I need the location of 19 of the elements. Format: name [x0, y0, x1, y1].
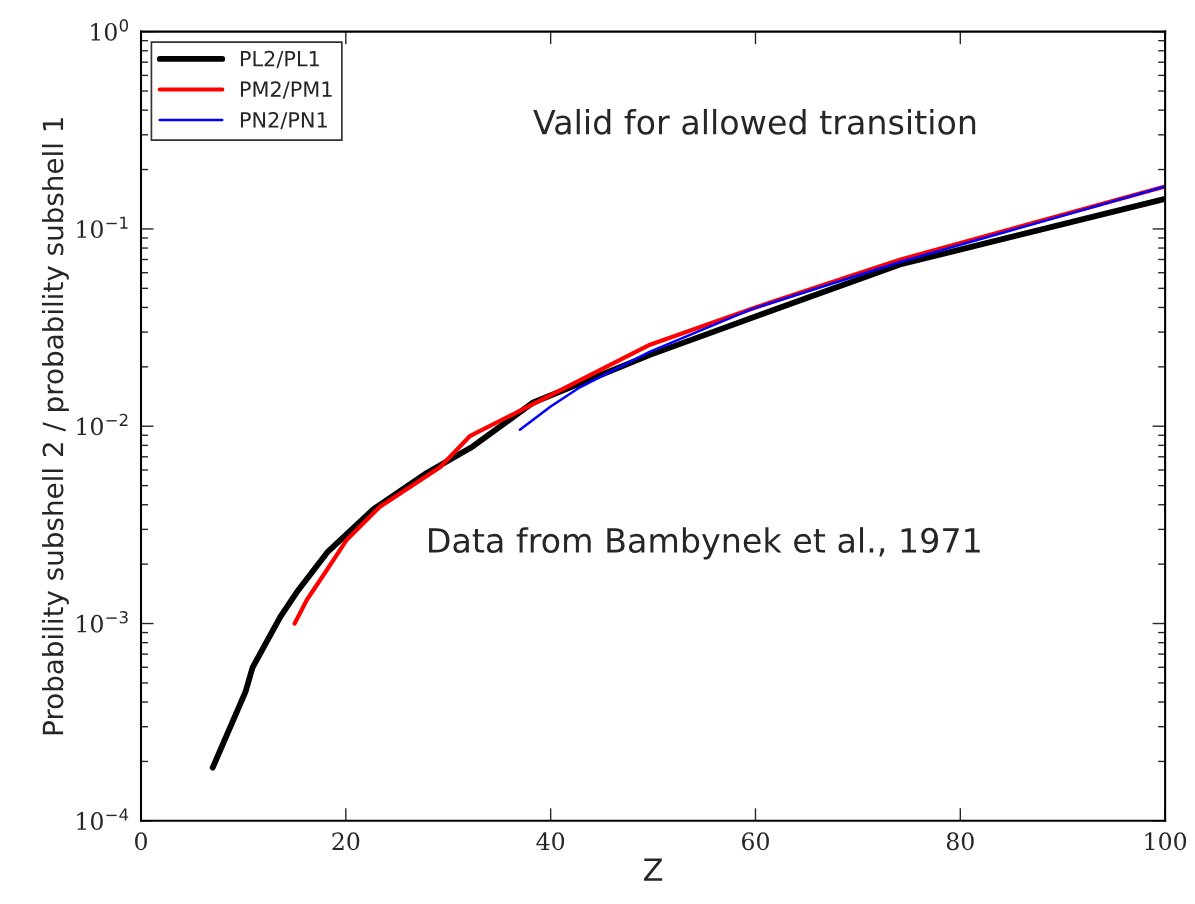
y-axis-title: Probability subshell 2 / probability subshell 1: [41, 118, 69, 735]
legend-label: PL2/PL1: [240, 50, 319, 69]
y-tick-label: 10$^{−2}$: [77, 413, 128, 436]
annotation: Data from Bambynek et al., 1971: [429, 527, 980, 560]
y-tick-label: 10$^{−3}$: [77, 611, 128, 633]
line-series: [518, 185, 1166, 431]
annotation: Valid for allowed transition: [533, 108, 976, 135]
x-tick-label: 20: [332, 832, 360, 851]
x-tick-label: 0: [135, 832, 147, 851]
x-tick-label: 60: [742, 832, 769, 851]
y-tick-label: 10$^{−1}$: [77, 216, 128, 239]
x-tick-label: 40: [536, 832, 565, 851]
x-tick-label: 80: [946, 832, 974, 851]
y-tick-label: 10$^{0}$: [91, 19, 129, 41]
x-tick-label: 100: [1145, 832, 1187, 851]
y-tick-label: 10$^{−4}$: [77, 808, 129, 830]
x-axis-title: Z: [643, 858, 663, 881]
legend-label: PN2/PN1: [240, 111, 327, 130]
legend-label: PM2/PM1: [240, 81, 332, 99]
